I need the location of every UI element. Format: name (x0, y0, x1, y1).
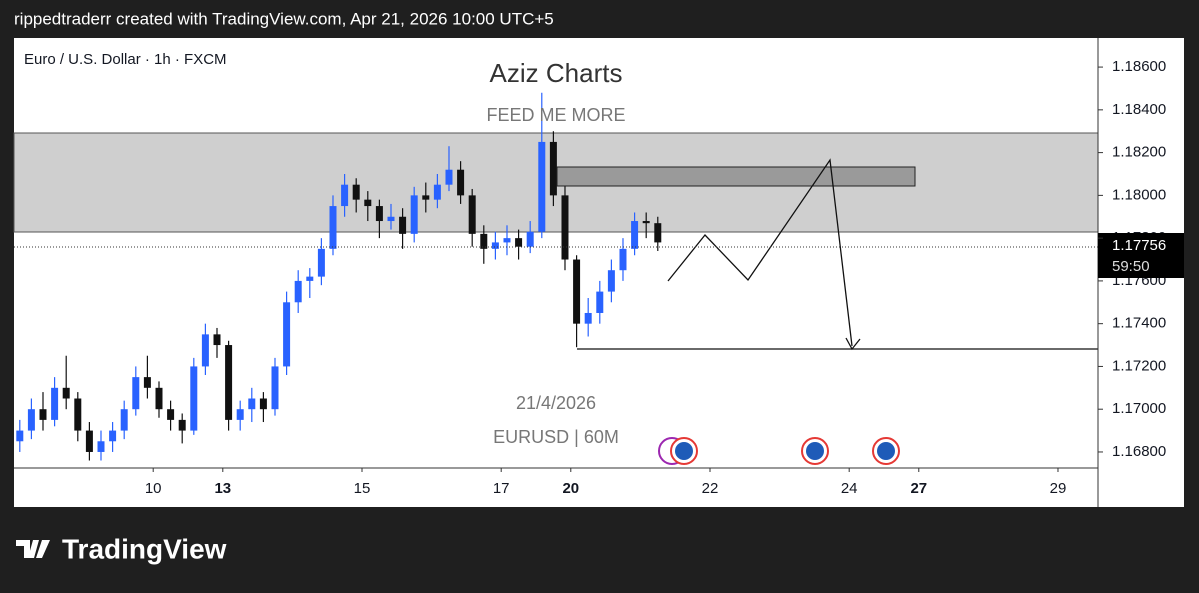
candle-body (259, 398, 267, 410)
candle-body (225, 345, 233, 420)
candle-body (607, 270, 615, 292)
annotation: EURUSD | 60M (493, 427, 619, 447)
candle-body (62, 387, 70, 399)
annotation: 21/4/2026 (516, 393, 596, 413)
candle-body (341, 184, 349, 207)
candle-body (642, 221, 650, 224)
logo (16, 540, 50, 558)
candle-body (109, 430, 117, 442)
candle-body (364, 199, 372, 207)
candle-body (410, 195, 418, 234)
candle-body (16, 430, 24, 442)
x-tick-label: 27 (910, 480, 927, 497)
header: rippedtraderr created with TradingView.c… (14, 9, 554, 28)
candle-body (178, 419, 186, 431)
y-tick-label: 1.16800 (1112, 443, 1166, 460)
candle-body (201, 334, 209, 367)
candle-body (619, 248, 627, 271)
candle-body (538, 141, 546, 232)
candle-body (654, 223, 662, 243)
candle-body (549, 141, 557, 196)
candle-body (491, 242, 499, 249)
candle-body (85, 430, 93, 452)
candle-body (375, 206, 383, 222)
x-tick-label: 13 (214, 480, 231, 497)
candle-body (27, 409, 35, 431)
x-tick-label: 29 (1050, 480, 1067, 497)
candle-body (190, 366, 198, 431)
plot (16, 92, 662, 461)
x-tick-label: 24 (841, 480, 858, 497)
candle-body (515, 238, 523, 247)
zone-box (556, 166, 916, 187)
x-tick-label: 17 (493, 480, 510, 497)
candle-body (143, 377, 151, 388)
y-tick-label: 1.18200 (1112, 144, 1166, 161)
candle-body (74, 398, 82, 431)
candle-body (573, 259, 581, 324)
symbol: Euro / U.S. Dollar · 1h · FXCM (24, 51, 227, 68)
candle-body (526, 231, 534, 247)
candle-body (97, 441, 105, 452)
candle-body (445, 169, 453, 185)
candle-body (317, 248, 325, 277)
candle-body (120, 409, 128, 431)
candle-body (167, 409, 175, 420)
candle-body (236, 409, 244, 420)
x-tick-label: 15 (354, 480, 371, 497)
y-tick-label: 1.17000 (1112, 400, 1166, 417)
candle-body (480, 233, 488, 249)
y-tick-label: 1.17200 (1112, 357, 1166, 374)
x-tick-label: 20 (562, 480, 579, 497)
candle-body (51, 387, 59, 420)
x-tick-label: 10 (145, 480, 162, 497)
candle-body (352, 184, 360, 200)
candle-body (248, 398, 256, 410)
arrow-head (845, 337, 861, 351)
y-tick-label: 1.18400 (1112, 101, 1166, 118)
candle-body (584, 312, 592, 324)
candle-body (596, 291, 604, 313)
candle-body (631, 221, 639, 249)
y-tick-label: 1.18600 (1112, 58, 1166, 75)
event-icons (658, 437, 900, 465)
projection-path (667, 158, 853, 347)
candle-body (155, 387, 163, 410)
candle-body (457, 169, 465, 196)
y-tick-label: 1.17400 (1112, 315, 1166, 332)
candle-body (294, 280, 302, 303)
candle-body (387, 216, 395, 222)
chart-panel (14, 38, 1184, 507)
candle-body (306, 276, 314, 281)
countdown: 59:50 (1112, 258, 1150, 275)
candle-body (433, 184, 441, 200)
subtitle: FEED ME MORE (486, 105, 625, 125)
last-price-box (1098, 233, 1184, 278)
y-tick-label: 1.18000 (1112, 186, 1166, 203)
candle-body (329, 206, 337, 249)
candle-body (213, 334, 221, 346)
candle-body (271, 366, 279, 410)
x-tick-label: 22 (702, 480, 719, 497)
candle-body (422, 195, 430, 200)
last-price: 1.17756 (1112, 237, 1166, 254)
candle-body (283, 302, 291, 367)
candle-body (561, 195, 569, 260)
candle-body (399, 216, 407, 234)
title: Aziz Charts (490, 58, 623, 88)
candle-body (503, 238, 511, 243)
candle-body (468, 195, 476, 234)
candle-body (39, 409, 47, 420)
candle-body (132, 377, 140, 410)
footer-brand: TradingView (62, 533, 227, 564)
